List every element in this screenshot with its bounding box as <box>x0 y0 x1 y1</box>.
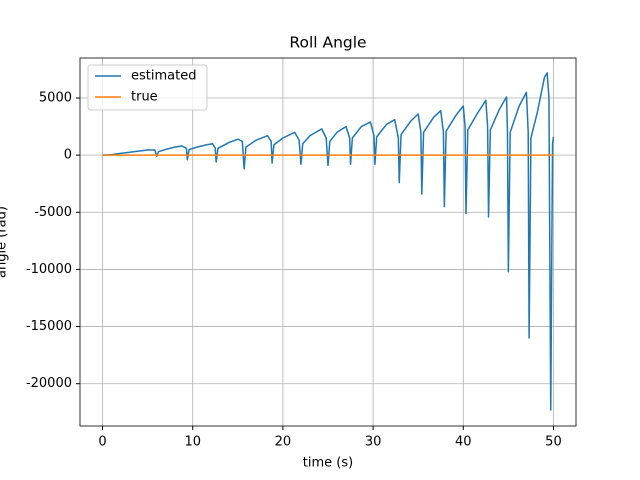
chart-title: Roll Angle <box>289 34 366 52</box>
x-tick-label: 40 <box>455 435 472 450</box>
y-tick-label: 0 <box>64 148 72 163</box>
y-tick-label: 5000 <box>39 91 72 106</box>
x-axis-label: time (s) <box>303 456 353 471</box>
legend-label: estimated <box>131 69 196 84</box>
y-tick-label: -5000 <box>34 205 72 220</box>
x-tick-label: 10 <box>184 435 201 450</box>
y-tick-label: -20000 <box>26 376 72 391</box>
x-tick-label: 0 <box>98 435 106 450</box>
y-tick-label: -15000 <box>26 319 72 334</box>
y-tick-label: -10000 <box>26 262 72 277</box>
line <box>102 72 555 411</box>
plot-frame <box>79 57 577 427</box>
x-tick-label: 30 <box>365 435 382 450</box>
y-axis-label: angle (rad) <box>0 206 10 278</box>
legend-label: true <box>131 90 158 105</box>
x-tick-label: 20 <box>275 435 292 450</box>
x-tick-label: 50 <box>545 435 562 450</box>
